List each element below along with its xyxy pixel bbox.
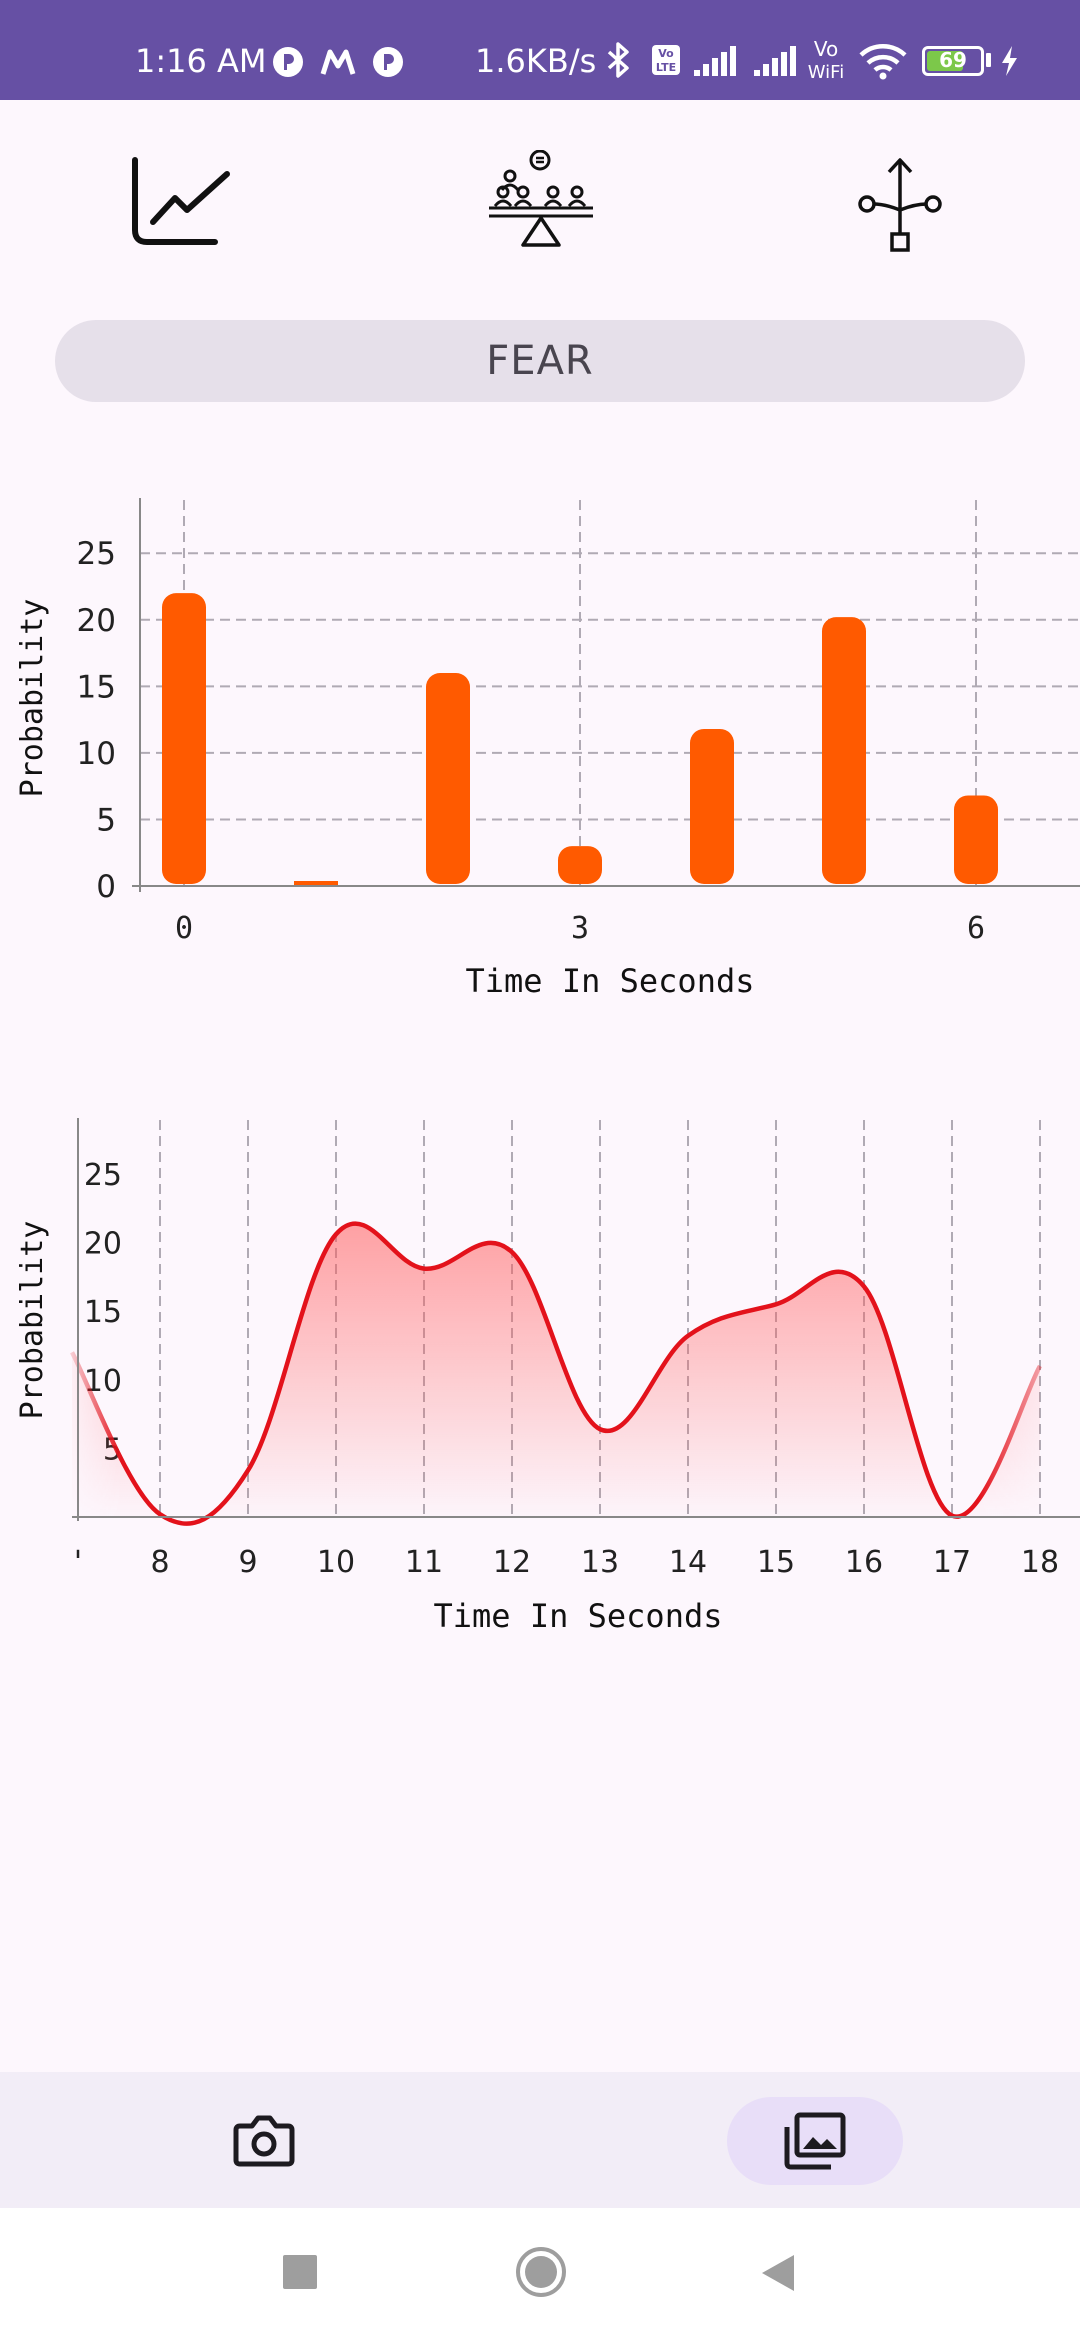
status-time: 1:16 AM [135,42,267,80]
bar [426,673,470,884]
y-tick-label: 25 [84,1158,122,1193]
battery-level [927,51,963,71]
x-tick-label: 13 [581,1545,619,1580]
battery-tip [986,53,991,67]
x-axis-label: Time In Seconds [466,962,755,1000]
tab-meeting-balance[interactable] [485,149,597,260]
y-tick-label: 15 [77,669,116,705]
bar [558,846,602,884]
network-speed: 1.6KB/s [475,42,597,80]
bar [822,617,866,884]
x-tick-label: 3 [571,911,589,946]
bar [690,728,734,884]
nav-camera[interactable] [230,2110,298,2170]
x-tick-label: 18 [1021,1545,1059,1580]
area-fill [72,1223,1040,1524]
gmail-notification-icon [320,49,356,75]
tab-branch-flow[interactable] [855,150,945,260]
bluetooth-icon [607,42,629,78]
y-axis-label: Probability [15,1221,50,1420]
home-button[interactable] [515,2246,567,2298]
x-tick-clipped: ' [74,1545,82,1580]
back-triangle-icon [762,2255,794,2291]
x-tick-label: 16 [845,1545,883,1580]
y-tick-label: 0 [96,869,116,905]
area-series [70,1221,1042,1526]
y-tick-label: 15 [84,1295,122,1330]
volte-icon: Vo LTE [652,45,680,75]
bar [294,881,338,885]
wifi-icon [859,44,907,80]
camera-icon [233,2115,295,2167]
svg-text:WiFi: WiFi [808,62,844,82]
area-chart: 51015202589101112131415161718'Time In Se… [15,1118,1080,1635]
vowifi-icon: Vo WiFi [808,38,844,82]
bar-chart: 0 5 10 15 20 25 0 3 6 Time In Seconds Probability [15,498,1080,1000]
x-tick-label: 8 [150,1545,169,1580]
x-tick-label: 11 [405,1545,443,1580]
x-tick-label: 6 [967,911,985,946]
y-tick-label: 20 [77,603,116,639]
y-tick-label: 10 [77,736,116,772]
system-navigation-bar [0,2208,1080,2340]
x-tick-label: 0 [175,911,193,946]
x-axis-label: Time In Seconds [434,1597,723,1635]
x-tick-label: 12 [493,1545,531,1580]
battery-icon: 69 [922,46,984,76]
emotion-label: FEAR [55,320,1025,402]
meeting-balance-icon [489,149,593,247]
y-tick-label: 25 [77,536,116,572]
y-tick-label: 20 [84,1227,122,1262]
line-chart-icon [132,157,230,245]
signal-strength-icon-2 [754,46,796,76]
status-bar: 1:16 AM 1.6KB/s Vo LTE Vo WiFi 69 [0,0,1080,100]
charging-bolt-icon [1002,46,1017,76]
back-button[interactable] [760,2253,796,2293]
x-tick-label: 17 [933,1545,971,1580]
app-notification-icon-2 [373,47,403,77]
svg-text:LTE: LTE [656,61,676,74]
recents-button[interactable] [282,2254,318,2290]
bottom-navigation [0,2072,1080,2208]
bar [162,593,206,884]
x-tick-label: 14 [669,1545,707,1580]
home-circle-icon [516,2247,566,2297]
branch-flow-icon [858,158,942,252]
tab-line-chart[interactable] [125,150,235,260]
y-axis-label: Probability [15,599,50,798]
line-series [70,1221,1042,1526]
y-tick-label: 5 [96,802,116,838]
signal-strength-icon-1 [694,46,736,76]
recents-square-icon [283,2255,317,2289]
battery-percent: 69 [939,48,967,72]
x-tick-label: 15 [757,1545,795,1580]
x-tick-label: 10 [317,1545,355,1580]
nav-gallery[interactable] [727,2097,903,2185]
svg-text:Vo: Vo [814,38,838,61]
svg-text:Vo: Vo [658,47,674,60]
app-notification-icon [273,47,303,77]
gallery-icon [784,2112,846,2170]
bar [954,795,998,884]
x-tick-label: 9 [238,1545,257,1580]
